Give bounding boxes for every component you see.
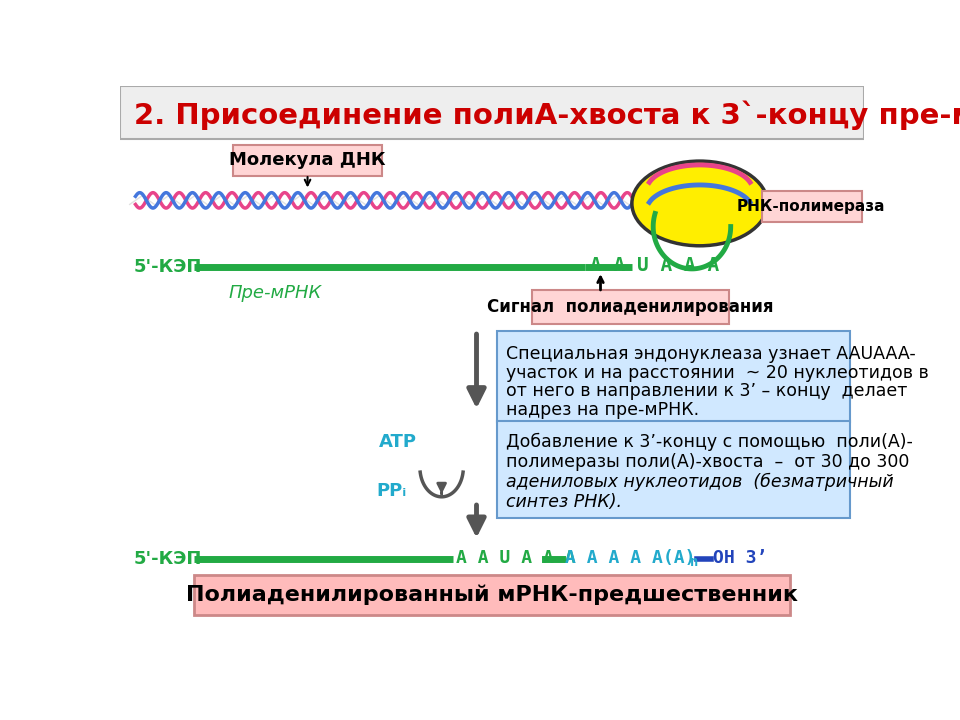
Text: адениловых нуклеотидов  (безматричный: адениловых нуклеотидов (безматричный [506,473,894,491]
FancyBboxPatch shape [496,331,850,422]
Text: 2. Присоединение полиА-хвоста к 3`-концу пре-мРНК: 2. Присоединение полиА-хвоста к 3`-концу… [134,101,960,130]
Text: 5'-КЭП: 5'-КЭП [134,550,203,568]
Text: Молекула ДНК: Молекула ДНК [229,151,386,169]
FancyBboxPatch shape [194,575,789,615]
FancyBboxPatch shape [233,145,382,176]
Text: надрез на пре-мРНК.: надрез на пре-мРНК. [506,400,699,418]
Text: Сигнал  полиаденилирования: Сигнал полиаденилирования [488,298,774,316]
FancyBboxPatch shape [761,191,862,222]
Text: n: n [689,555,698,570]
Text: синтез РНК).: синтез РНК). [506,493,622,511]
FancyBboxPatch shape [532,290,730,324]
Text: 5'-КЭП: 5'-КЭП [134,258,203,276]
Text: от него в направлении к 3’ – концу  делает: от него в направлении к 3’ – концу делае… [506,382,907,400]
Text: Полиаденилированный мРНК-предшественник: Полиаденилированный мРНК-предшественник [186,585,798,605]
Text: Добавление к 3’-концу с помощью  поли(А)-: Добавление к 3’-концу с помощью поли(А)- [506,433,913,451]
Text: PPᵢ: PPᵢ [376,482,406,500]
Text: OH 3’: OH 3’ [713,549,767,567]
Text: полимеразы поли(А)-хвоста  –  от 30 до 300: полимеразы поли(А)-хвоста – от 30 до 300 [506,453,909,471]
Text: Специальная эндонуклеаза узнает AAUAAA-: Специальная эндонуклеаза узнает AAUAAA- [506,345,916,363]
Ellipse shape [632,161,767,246]
Text: участок и на расстоянии  ~ 20 нуклеотидов в: участок и на расстоянии ~ 20 нуклеотидов… [506,364,928,382]
Text: Пре-мРНК: Пре-мРНК [228,284,322,302]
Text: РНК-полимераза: РНК-полимераза [737,199,885,214]
FancyBboxPatch shape [496,420,850,518]
Text: A A A A A(A): A A A A A(A) [564,549,695,567]
Text: A A U A A A: A A U A A A [590,256,720,275]
Text: ATP: ATP [378,433,417,451]
FancyBboxPatch shape [120,86,864,139]
Text: A A U A A A: A A U A A A [456,549,576,567]
